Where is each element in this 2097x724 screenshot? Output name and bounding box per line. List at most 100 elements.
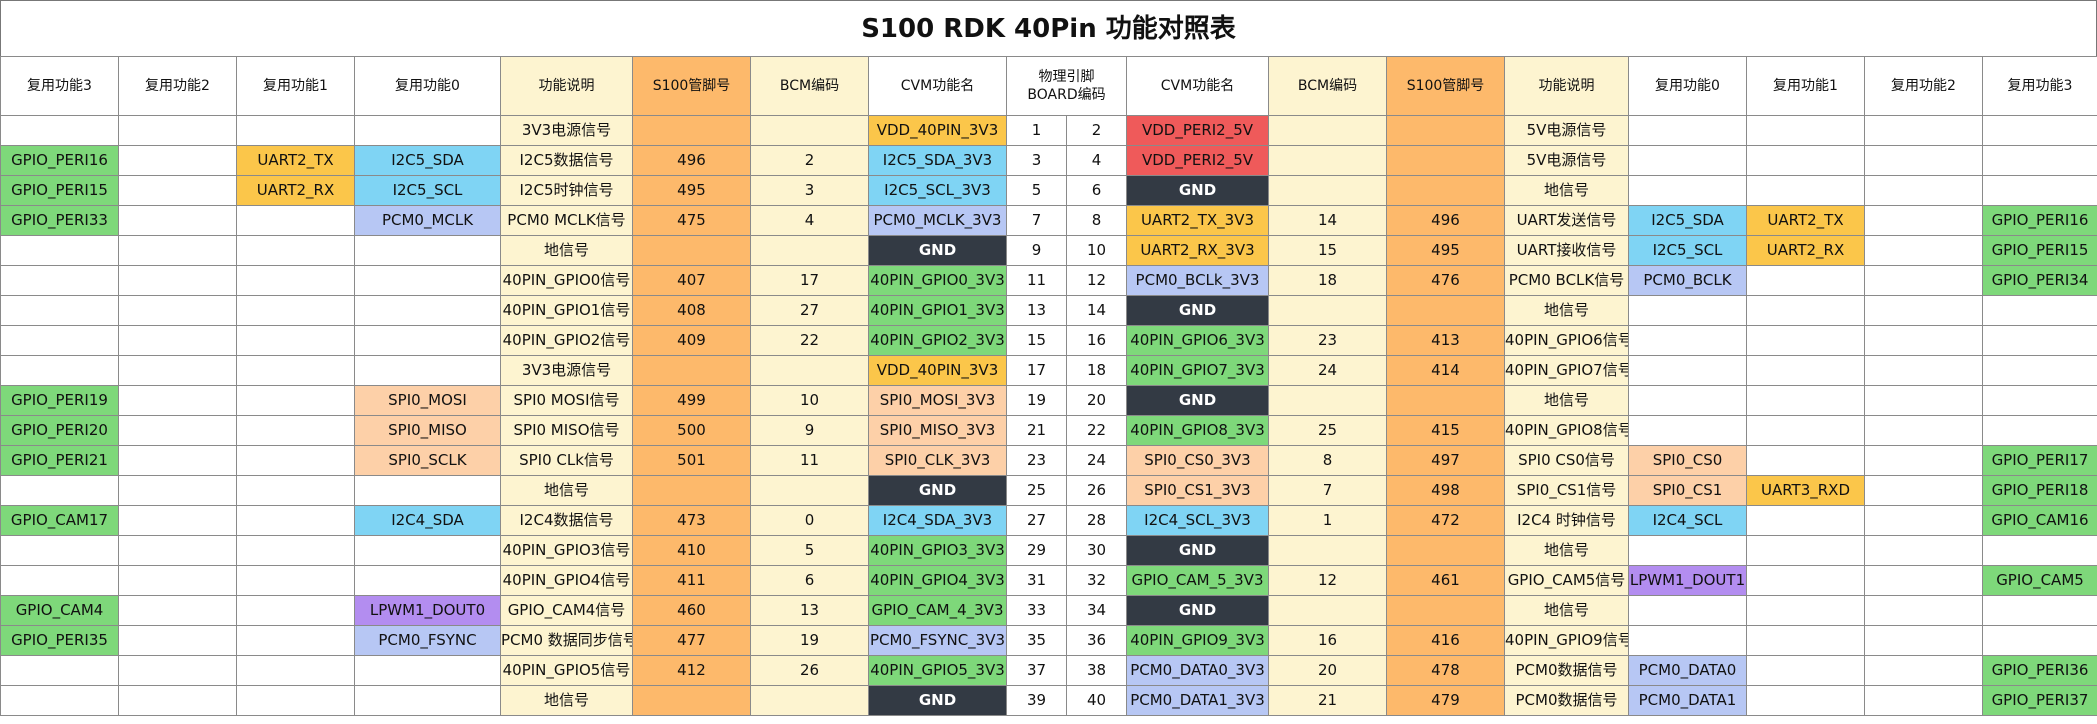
board-pin-odd: 35 <box>1006 625 1067 656</box>
cvm-name-left: VDD_40PIN_3V3 <box>868 355 1007 386</box>
s100-pin-left: 410 <box>632 535 751 566</box>
cvm-name-right: PCM0_DATA1_3V3 <box>1126 685 1269 716</box>
table-row: 40PIN_GPIO3信号 410 5 40PIN_GPIO3_3V3 29 30 GND 地… <box>0 535 2097 566</box>
bcm-code-right: 21 <box>1268 685 1387 716</box>
alt-func-2-right <box>1864 625 1983 656</box>
alt-func-3-left: GPIO_CAM4 <box>0 595 119 626</box>
board-pin-odd: 3 <box>1006 145 1067 176</box>
s100-pin-right <box>1386 385 1505 416</box>
board-pin-even: 18 <box>1066 355 1127 386</box>
alt-func-3-left <box>0 475 119 506</box>
alt-func-1-left <box>236 415 355 446</box>
cvm-name-left: PCM0_FSYNC_3V3 <box>868 625 1007 656</box>
cvm-name-right: UART2_RX_3V3 <box>1126 235 1269 266</box>
column-header: 复用功能2 <box>1864 56 1983 116</box>
column-header: BCM编码 <box>1268 56 1387 116</box>
s100-pin-left: 495 <box>632 175 751 206</box>
cvm-name-right: VDD_PERI2_5V <box>1126 145 1269 176</box>
alt-func-3-left: GPIO_CAM17 <box>0 505 119 536</box>
s100-pin-right: 415 <box>1386 415 1505 446</box>
bcm-code-right <box>1268 595 1387 626</box>
alt-func-2-right <box>1864 565 1983 596</box>
alt-func-3-right: GPIO_CAM16 <box>1982 505 2097 536</box>
cvm-name-left: I2C5_SDA_3V3 <box>868 145 1007 176</box>
alt-func-2-right <box>1864 115 1983 146</box>
alt-func-0-left: I2C5_SDA <box>354 145 501 176</box>
bcm-code-left: 5 <box>750 535 869 566</box>
alt-func-0-left <box>354 235 501 266</box>
alt-func-2-right <box>1864 385 1983 416</box>
bcm-code-left <box>750 115 869 146</box>
alt-func-1-left <box>236 295 355 326</box>
alt-func-0-left: PCM0_MCLK <box>354 205 501 236</box>
cvm-name-right: SPI0_CS1_3V3 <box>1126 475 1269 506</box>
board-pin-odd: 33 <box>1006 595 1067 626</box>
alt-func-3-left: GPIO_PERI21 <box>0 445 119 476</box>
bcm-code-left: 19 <box>750 625 869 656</box>
cvm-name-right: GND <box>1126 385 1269 416</box>
bcm-code-left: 26 <box>750 655 869 686</box>
table-row: 3V3电源信号 VDD_40PIN_3V3 1 2 VDD_PERI2_5V 5V电源信号 <box>0 115 2097 146</box>
function-desc-right: PCM0数据信号 <box>1504 685 1629 716</box>
board-pin-even: 20 <box>1066 385 1127 416</box>
alt-func-3-left <box>0 535 119 566</box>
function-desc-right: GPIO_CAM5信号 <box>1504 565 1629 596</box>
board-pin-odd: 25 <box>1006 475 1067 506</box>
board-pin-even: 28 <box>1066 505 1127 536</box>
function-desc-right: 地信号 <box>1504 385 1629 416</box>
bcm-code-left <box>750 685 869 716</box>
alt-func-2-left <box>118 475 237 506</box>
board-pin-even: 32 <box>1066 565 1127 596</box>
alt-func-3-right <box>1982 295 2097 326</box>
alt-func-1-right <box>1746 295 1865 326</box>
table-row: 地信号 GND 25 26 SPI0_CS1_3V3 7 498 SPI0_CS1信号 SPI0… <box>0 475 2097 506</box>
cvm-name-right: 40PIN_GPIO6_3V3 <box>1126 325 1269 356</box>
alt-func-1-left <box>236 535 355 566</box>
column-header: 物理引脚 BOARD编码 <box>1006 56 1127 116</box>
alt-func-2-right <box>1864 295 1983 326</box>
table-row: 40PIN_GPIO4信号 411 6 40PIN_GPIO4_3V3 31 32 GPIO… <box>0 565 2097 596</box>
alt-func-3-left: GPIO_PERI15 <box>0 175 119 206</box>
alt-func-0-right <box>1628 175 1747 206</box>
s100-pin-right <box>1386 115 1505 146</box>
alt-func-2-left <box>118 145 237 176</box>
alt-func-3-left: GPIO_PERI33 <box>0 205 119 236</box>
alt-func-2-right <box>1864 475 1983 506</box>
cvm-name-right: GND <box>1126 295 1269 326</box>
function-desc-right: UART发送信号 <box>1504 205 1629 236</box>
function-desc-left: 地信号 <box>500 235 633 266</box>
bcm-code-left: 0 <box>750 505 869 536</box>
table-row: 3V3电源信号 VDD_40PIN_3V3 17 18 40PIN_GPIO7_3V3 2… <box>0 355 2097 386</box>
alt-func-0-left <box>354 565 501 596</box>
alt-func-0-right <box>1628 145 1747 176</box>
alt-func-1-left <box>236 385 355 416</box>
alt-func-3-right: GPIO_CAM5 <box>1982 565 2097 596</box>
alt-func-2-left <box>118 175 237 206</box>
function-desc-right: 40PIN_GPIO7信号 <box>1504 355 1629 386</box>
cvm-name-right: VDD_PERI2_5V <box>1126 115 1269 146</box>
board-pin-odd: 39 <box>1006 685 1067 716</box>
board-pin-even: 14 <box>1066 295 1127 326</box>
bcm-code-left: 10 <box>750 385 869 416</box>
alt-func-1-right: UART2_RX <box>1746 235 1865 266</box>
s100-pin-right: 496 <box>1386 205 1505 236</box>
cvm-name-left: SPI0_MISO_3V3 <box>868 415 1007 446</box>
column-header: 功能说明 <box>1504 56 1629 116</box>
cvm-name-left: SPI0_MOSI_3V3 <box>868 385 1007 416</box>
alt-func-3-right <box>1982 535 2097 566</box>
bcm-code-right <box>1268 145 1387 176</box>
bcm-code-right: 24 <box>1268 355 1387 386</box>
alt-func-2-left <box>118 205 237 236</box>
alt-func-2-left <box>118 415 237 446</box>
alt-func-2-left <box>118 595 237 626</box>
alt-func-0-left: SPI0_SCLK <box>354 445 501 476</box>
s100-pin-right: 413 <box>1386 325 1505 356</box>
function-desc-left: 40PIN_GPIO2信号 <box>500 325 633 356</box>
alt-func-1-left: UART2_TX <box>236 145 355 176</box>
column-header: CVM功能名 <box>868 56 1007 116</box>
bcm-code-left: 13 <box>750 595 869 626</box>
table-row: 40PIN_GPIO1信号 408 27 40PIN_GPIO1_3V3 13 14 GND… <box>0 295 2097 326</box>
column-header: 复用功能1 <box>236 56 355 116</box>
alt-func-3-right <box>1982 385 2097 416</box>
s100-pin-left: 407 <box>632 265 751 296</box>
